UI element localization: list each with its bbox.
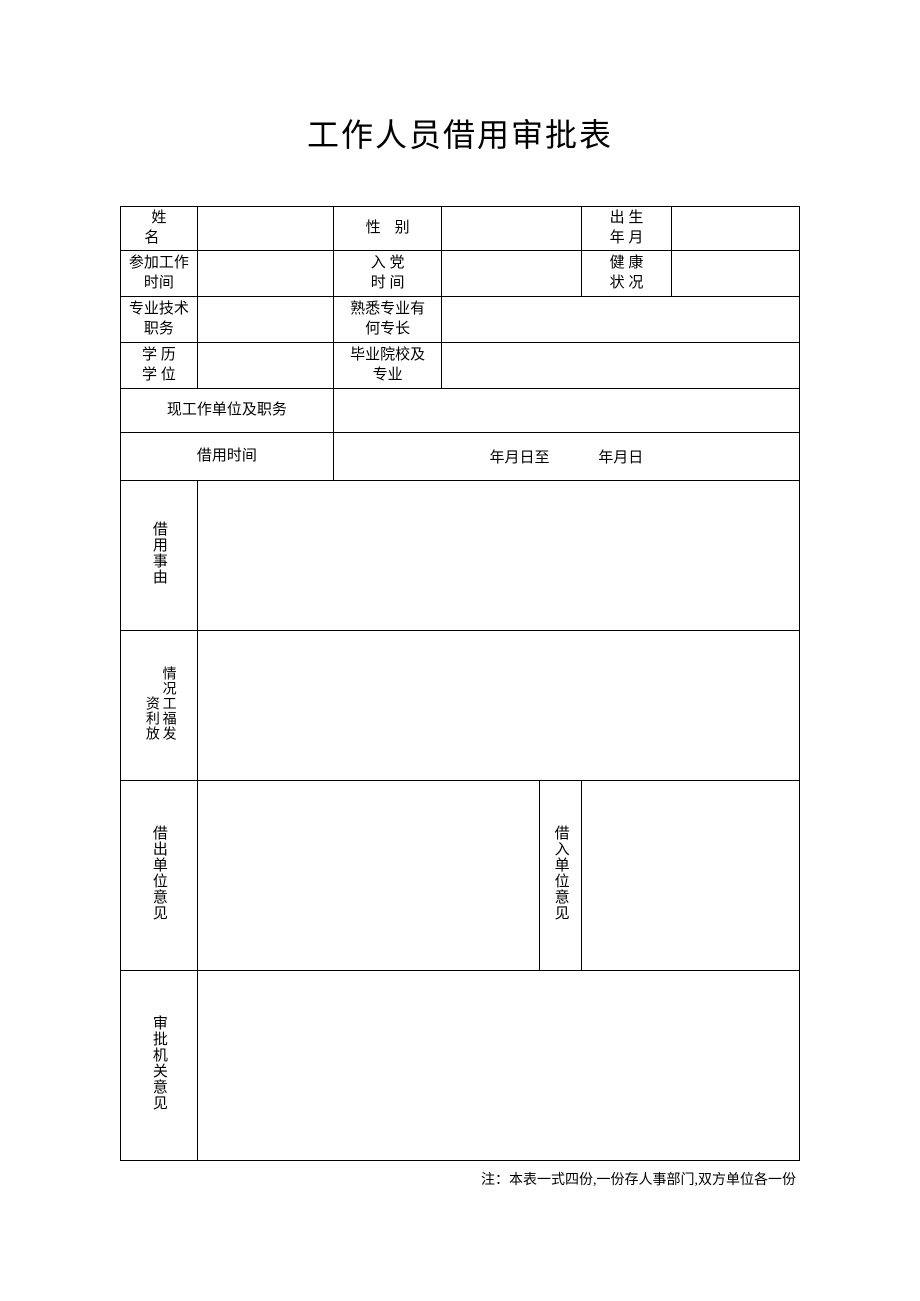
- form-footnote: 注：本表一式四份,一份存人事部门,双方单位各一份: [120, 1169, 800, 1189]
- label-name: 姓名: [121, 207, 198, 251]
- value-work-start: [197, 251, 333, 297]
- value-tech-title: [197, 297, 333, 343]
- approval-form-table: 姓名 性别 出 生年 月 参加工作时间 入 党时 间 健 康状 况 专业技术职务: [120, 206, 800, 1161]
- label-borrow-time: 借用时间: [121, 433, 334, 481]
- value-specialty: [442, 297, 800, 343]
- value-borrow-reason: [197, 481, 799, 631]
- value-borrow-period: 年月日至 年月日: [333, 433, 799, 481]
- label-party: 入 党时 间: [333, 251, 442, 297]
- value-gender: [442, 207, 581, 251]
- label-graduation: 毕业院校及专业: [333, 343, 442, 389]
- value-borrow-opinion: [581, 781, 799, 971]
- value-health: [672, 251, 800, 297]
- label-borrow-reason: 借用事由: [121, 481, 198, 631]
- label-birth: 出 生年 月: [581, 207, 671, 251]
- label-tech-title: 专业技术职务: [121, 297, 198, 343]
- label-lend-opinion: 借出单位意见: [121, 781, 198, 971]
- value-party: [442, 251, 581, 297]
- label-education: 学 历学 位: [121, 343, 198, 389]
- label-gender: 性别: [333, 207, 442, 251]
- label-borrow-opinion: 借入单位意见: [540, 781, 582, 971]
- label-specialty: 熟悉专业有何专长: [333, 297, 442, 343]
- value-education: [197, 343, 333, 389]
- value-birth: [672, 207, 800, 251]
- value-current-unit: [333, 389, 799, 433]
- label-approval-opinion: 审批机关意见: [121, 971, 198, 1161]
- form-title: 工作人员借用审批表: [0, 0, 920, 206]
- label-work-start: 参加工作时间: [121, 251, 198, 297]
- label-health: 健 康状 况: [581, 251, 671, 297]
- value-lend-opinion: [197, 781, 540, 971]
- label-welfare: 资利放情况工福发: [121, 631, 198, 781]
- value-graduation: [442, 343, 800, 389]
- value-welfare: [197, 631, 799, 781]
- value-name: [197, 207, 333, 251]
- value-approval: [197, 971, 799, 1161]
- label-current-unit: 现工作单位及职务: [121, 389, 334, 433]
